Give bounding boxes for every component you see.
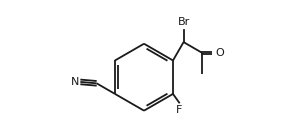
Text: F: F [176, 105, 182, 115]
Text: N: N [71, 77, 79, 87]
Text: Br: Br [178, 17, 190, 27]
Text: O: O [215, 48, 224, 58]
